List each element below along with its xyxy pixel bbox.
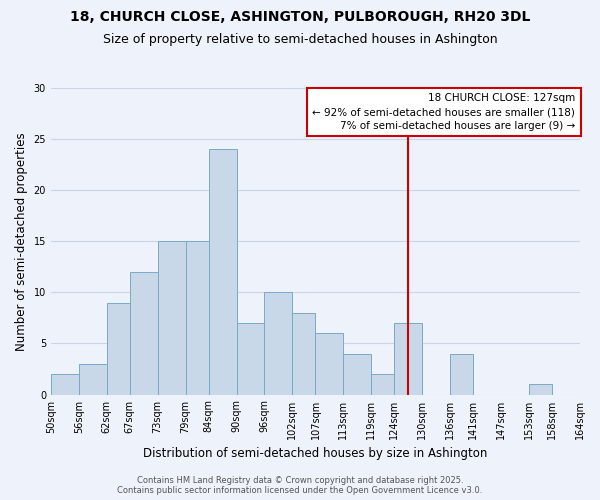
Bar <box>79 364 107 394</box>
Bar <box>265 292 292 394</box>
Bar <box>236 323 265 394</box>
X-axis label: Distribution of semi-detached houses by size in Ashington: Distribution of semi-detached houses by … <box>143 447 488 460</box>
Text: 18 CHURCH CLOSE: 127sqm
← 92% of semi-detached houses are smaller (118)
7% of se: 18 CHURCH CLOSE: 127sqm ← 92% of semi-de… <box>313 93 575 131</box>
Text: Size of property relative to semi-detached houses in Ashington: Size of property relative to semi-detach… <box>103 32 497 46</box>
Text: Contains HM Land Registry data © Crown copyright and database right 2025.
Contai: Contains HM Land Registry data © Crown c… <box>118 476 482 495</box>
Bar <box>130 272 158 394</box>
Bar <box>158 242 185 394</box>
Bar <box>371 374 394 394</box>
Bar <box>450 354 473 395</box>
Text: 18, CHURCH CLOSE, ASHINGTON, PULBOROUGH, RH20 3DL: 18, CHURCH CLOSE, ASHINGTON, PULBOROUGH,… <box>70 10 530 24</box>
Bar <box>529 384 552 394</box>
Bar <box>209 150 236 394</box>
Bar <box>107 302 130 394</box>
Bar <box>185 242 209 394</box>
Bar <box>51 374 79 394</box>
Bar <box>394 323 422 394</box>
Bar <box>316 333 343 394</box>
Bar <box>343 354 371 395</box>
Y-axis label: Number of semi-detached properties: Number of semi-detached properties <box>15 132 28 350</box>
Bar <box>292 313 316 394</box>
